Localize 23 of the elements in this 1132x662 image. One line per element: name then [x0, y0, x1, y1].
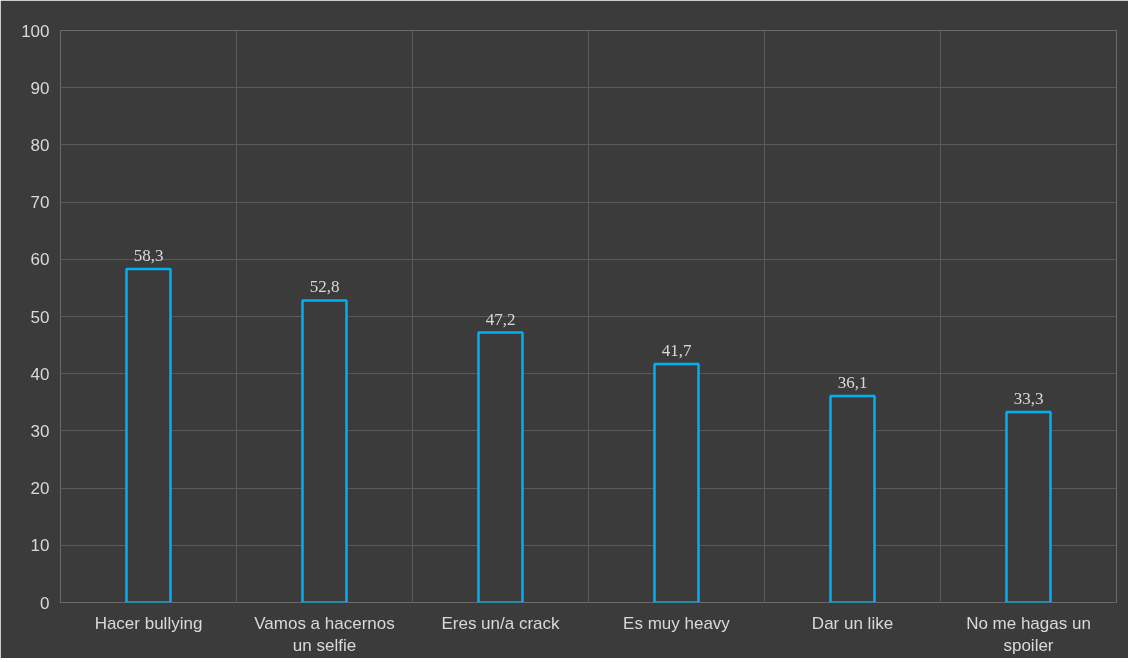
y-tick-label: 60 [30, 250, 50, 270]
y-tick-label: 30 [30, 421, 50, 441]
x-tick-label: Hacer bullying [94, 613, 203, 633]
y-tick-label: 70 [30, 193, 50, 213]
x-tick-label: No me hagas un spoiler [966, 613, 1091, 656]
data-label: 47,2 [485, 309, 516, 329]
y-tick-label: 80 [30, 135, 50, 155]
y-tick-label: 40 [30, 364, 50, 384]
y-tick-label: 20 [30, 479, 50, 499]
y-tick-label: 50 [30, 307, 50, 327]
data-label: 52,8 [309, 277, 340, 297]
y-tick-label: 90 [30, 78, 50, 98]
x-tick-label: Eres un/a crack [441, 613, 561, 633]
x-tick-label: Es muy heavy [623, 613, 731, 633]
data-label: 41,7 [661, 340, 692, 360]
y-tick-label: 0 [40, 593, 50, 613]
x-tick-label: Vamos a hacernos un selfie [254, 613, 395, 656]
y-tick-label: 10 [30, 536, 50, 556]
data-label: 58,3 [133, 246, 164, 266]
y-tick-label: 100 [21, 21, 50, 41]
x-tick-label: Dar un like [811, 613, 894, 633]
data-label: 36,1 [837, 373, 868, 393]
data-label: 33,3 [1013, 389, 1044, 409]
